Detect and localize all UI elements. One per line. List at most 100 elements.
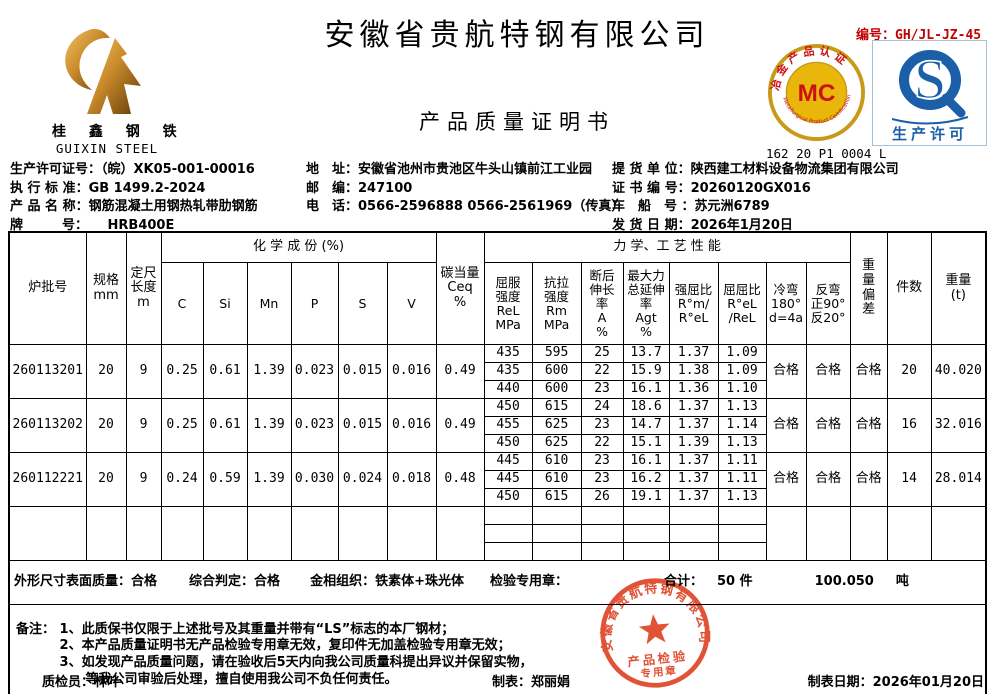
svg-text:产品检验: 产品检验 — [627, 648, 689, 669]
total-weight: 100.050 — [814, 574, 874, 589]
table-cell — [531, 506, 582, 525]
table-row: 440 600 23 16.1 1.36 1.10 — [9, 380, 986, 399]
table-cell: 615 — [531, 488, 582, 507]
table-cell: 22 — [580, 434, 624, 453]
table-row — [8, 506, 987, 561]
table-cell: 0.015 — [337, 398, 388, 453]
table-cell: 合格 — [805, 344, 851, 399]
table-cell: 435 — [483, 344, 533, 363]
table-cell — [622, 506, 670, 525]
table-cell: 0.018 — [386, 452, 437, 507]
table-cell: 615 — [531, 398, 582, 417]
table-cell: 0.24 — [160, 452, 204, 507]
table-cell: 0.61 — [202, 398, 248, 453]
table-cell: 16.2 — [622, 470, 670, 489]
table-cell: 0.49 — [435, 344, 485, 399]
col-ratio1: 强屈比 R°m/ R°eL — [668, 262, 719, 345]
table-cell — [386, 506, 437, 561]
col-size: 规格 mm — [85, 231, 127, 345]
table-cell: 600 — [531, 362, 582, 381]
col-cold-bend: 冷弯 180° d=4a — [765, 262, 807, 345]
info-middle-column: 地 址：安徽省池州市贵池区牛头山镇前江工业园 邮 编：247100 电 话：05… — [306, 161, 624, 217]
table-cell: 445 — [483, 452, 533, 471]
table-cell: 260113202 — [8, 398, 87, 453]
table-cell: 1.39 — [246, 398, 292, 453]
col-reverse-bend: 反弯 正90° 反20° — [805, 262, 851, 345]
table-cell: 16.1 — [622, 380, 670, 399]
col-s: S — [337, 262, 388, 345]
table-cell: 1.36 — [668, 380, 719, 399]
table-cell: 445 — [483, 470, 533, 489]
table-cell: 1.11 — [717, 452, 767, 471]
table-cell: 合格 — [849, 452, 888, 507]
table-cell: 0.49 — [435, 398, 485, 453]
col-heat-no: 炉批号 — [8, 231, 87, 345]
table-cell: 610 — [531, 470, 582, 489]
table-cell: 14.7 — [622, 416, 670, 435]
cert-no-line: 证 书 编 号：20260120GX016 — [612, 180, 811, 196]
table-cell — [531, 542, 582, 561]
table-cell: 22 — [580, 362, 624, 381]
remarks-text: 备注： 1、此质保书仅限于上述批号及其重量并带有“LS”标志的本厂钢材； 2、本… — [16, 621, 533, 687]
table-cell — [202, 506, 248, 561]
table-cell: 0.61 — [202, 344, 248, 399]
col-weight-deviation: 重 量 偏 差 — [849, 231, 888, 345]
licence-no-line: 生产许可证号：（皖）XK05-001-00016 — [10, 162, 255, 177]
inspection-stamp-label: 检验专用章： — [489, 574, 568, 589]
col-rm: 抗拉 强度 Rm MPa — [531, 262, 582, 345]
col-length: 定尺 长度 m — [125, 231, 162, 345]
remarks-row: 备注： 1、此质保书仅限于上述批号及其重量并带有“LS”标志的本厂钢材； 2、本… — [8, 603, 987, 694]
table-cell: 435 — [483, 362, 533, 381]
consignee-line: 提 货 单 位：陕西建工材料设备物流集团有限公司 — [612, 162, 899, 177]
table-cell — [765, 506, 807, 561]
table-cell: 1.37 — [668, 452, 719, 471]
col-mn: Mn — [246, 262, 292, 345]
col-ratio2: 屈屈比 R°eL /ReL — [717, 262, 767, 345]
table-cell: 1.39 — [668, 434, 719, 453]
table-cell: 40.020 — [930, 344, 987, 399]
col-c: C — [160, 262, 204, 345]
tabulation-date: 制表日期：2026年01月20日 — [807, 675, 984, 690]
mc-certificate-code: 162 20 P1 0004 L — [766, 146, 887, 161]
table-cell: 260112221 — [8, 452, 87, 507]
overall-judgement-value: 合格 — [254, 574, 281, 589]
svg-text:MC: MC — [797, 80, 835, 107]
table-cell: 1.10 — [717, 380, 767, 399]
table-cell: 1.37 — [668, 344, 719, 363]
table-cell: 18.6 — [622, 398, 670, 417]
mc-certification-badge: 冶金产品认证 Metallurgical Product Certificati… — [766, 43, 887, 161]
table-cell: 1.39 — [246, 452, 292, 507]
table-cell: 440 — [483, 380, 533, 399]
table-cell — [668, 524, 719, 543]
table-cell: 20 — [85, 344, 127, 399]
table-cell: 19.1 — [622, 488, 670, 507]
table-cell: 20 — [886, 344, 932, 399]
chem-group-header: 化 学 成 份 (%) — [160, 231, 437, 263]
table-row: 260113201 20 9 0.25 0.61 1.39 0.023 0.015 0.016 0… — [8, 344, 987, 399]
table-cell: 23 — [580, 380, 624, 399]
table-cell: 14 — [886, 452, 932, 507]
table-cell — [849, 506, 888, 561]
table-row — [9, 524, 986, 543]
table-cell: 0.59 — [202, 452, 248, 507]
table-cell: 610 — [531, 452, 582, 471]
table-cell: 9 — [125, 344, 162, 399]
table-cell — [290, 506, 339, 561]
table-cell — [483, 506, 533, 525]
table-cell — [483, 524, 533, 543]
inspector: 质检员：林叶 — [42, 675, 121, 690]
table-cell: 625 — [531, 416, 582, 435]
metallographic-label: 金相组织： — [310, 574, 376, 589]
table-cell — [580, 506, 624, 525]
table-body: 260113201 20 9 0.25 0.61 1.39 0.023 0.015 0.016 0… — [8, 344, 987, 561]
table-cell — [580, 524, 624, 543]
table-cell: 13.7 — [622, 344, 670, 363]
table-cell: 1.14 — [717, 416, 767, 435]
table-cell: 1.37 — [668, 416, 719, 435]
mc-badge-icon: 冶金产品认证 Metallurgical Product Certificati… — [767, 43, 865, 141]
doc-number: 编号：GH/JL-JZ-45 — [856, 28, 982, 43]
table-cell — [160, 506, 204, 561]
table-cell: 15.1 — [622, 434, 670, 453]
ship-date-line: 发 货 日 期：2026年1月20日 — [612, 218, 793, 234]
table-cell: 20 — [85, 452, 127, 507]
